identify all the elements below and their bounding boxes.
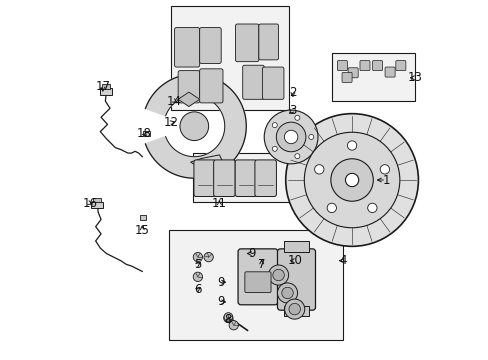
Bar [100,88,112,95]
Text: 6: 6 [194,283,201,296]
FancyBboxPatch shape [254,160,276,197]
Text: 9: 9 [247,247,255,260]
Text: 14: 14 [167,95,182,108]
Circle shape [276,122,305,152]
Circle shape [193,252,202,262]
Circle shape [277,283,297,303]
Bar [192,153,296,202]
Circle shape [281,287,293,299]
Text: 9: 9 [217,296,224,309]
FancyBboxPatch shape [372,60,382,71]
Text: 18: 18 [136,127,151,140]
Text: 4: 4 [339,254,346,267]
Circle shape [180,112,208,140]
FancyBboxPatch shape [194,160,215,197]
Text: 13: 13 [407,71,422,84]
Text: 11: 11 [211,197,226,210]
FancyBboxPatch shape [244,272,270,293]
Circle shape [308,134,313,139]
Circle shape [203,252,213,262]
FancyBboxPatch shape [199,69,223,103]
FancyBboxPatch shape [262,67,284,99]
Circle shape [193,272,202,282]
FancyBboxPatch shape [337,60,346,71]
FancyBboxPatch shape [347,68,357,78]
FancyBboxPatch shape [341,72,351,82]
Bar [332,53,414,101]
Circle shape [272,123,277,128]
Bar [171,6,289,110]
FancyBboxPatch shape [238,249,277,305]
FancyBboxPatch shape [235,160,256,197]
FancyBboxPatch shape [277,249,315,310]
Circle shape [367,203,376,212]
FancyBboxPatch shape [178,71,199,103]
Bar [284,241,308,252]
Text: 15: 15 [135,224,149,237]
Circle shape [268,265,288,285]
FancyBboxPatch shape [235,24,258,62]
Text: 12: 12 [163,116,178,129]
FancyBboxPatch shape [242,65,264,99]
Text: 5: 5 [194,258,201,271]
Circle shape [228,320,238,330]
Circle shape [272,146,277,151]
Text: 3: 3 [288,104,296,117]
Text: 17: 17 [95,80,110,93]
Text: 16: 16 [82,197,98,210]
FancyBboxPatch shape [213,160,235,197]
Bar [93,198,101,202]
Bar [140,215,146,220]
Circle shape [330,159,372,201]
Bar [284,306,308,316]
Circle shape [380,165,389,174]
Bar [91,202,102,208]
Circle shape [326,203,336,212]
FancyBboxPatch shape [199,28,221,63]
Text: 8: 8 [224,313,232,327]
Circle shape [272,269,284,281]
Circle shape [223,314,233,323]
Text: 9: 9 [217,276,224,289]
FancyBboxPatch shape [384,67,394,77]
Polygon shape [178,92,199,107]
Circle shape [294,115,299,120]
Circle shape [345,174,358,186]
Text: 10: 10 [286,254,302,267]
Circle shape [284,299,304,319]
Circle shape [304,132,399,228]
Polygon shape [145,74,246,178]
FancyBboxPatch shape [395,60,405,71]
FancyBboxPatch shape [174,28,199,67]
Circle shape [285,114,418,246]
Bar [143,131,149,136]
Circle shape [224,313,232,321]
Circle shape [294,154,299,159]
Text: 2: 2 [288,86,296,99]
Bar [169,230,343,339]
Circle shape [264,110,317,164]
FancyBboxPatch shape [258,24,278,60]
Text: 1: 1 [382,174,389,186]
Bar [102,84,110,89]
Circle shape [314,165,323,174]
Polygon shape [190,155,226,180]
Text: 7: 7 [258,258,265,271]
Circle shape [288,303,300,315]
Circle shape [284,130,297,144]
FancyBboxPatch shape [359,60,369,71]
Circle shape [346,141,356,150]
